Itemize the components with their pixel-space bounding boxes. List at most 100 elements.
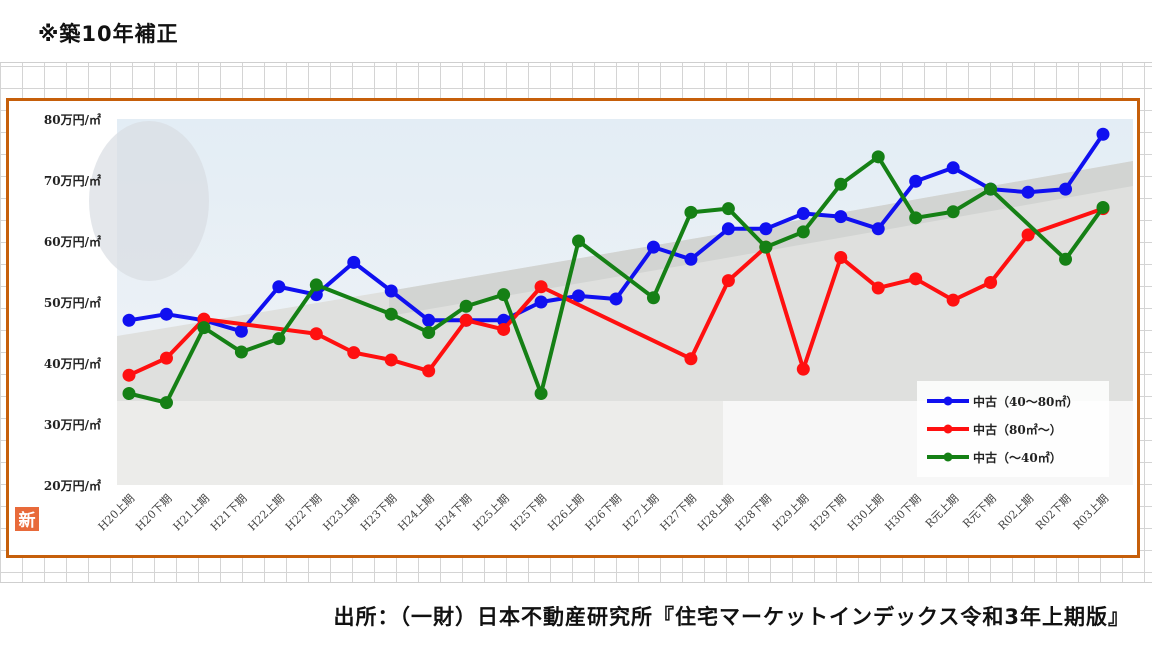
data-point	[347, 346, 361, 360]
footer-band: 出所：（一財）日本不動産研究所『住宅マーケットインデックス令和3年上期版』	[0, 582, 1152, 649]
data-point	[721, 202, 735, 216]
data-point	[684, 205, 698, 219]
data-point	[234, 324, 248, 338]
x-tick-label: H22下期	[283, 492, 324, 533]
legend-marker	[943, 452, 953, 462]
note-label: ※築10年補正	[38, 22, 179, 46]
x-tick-label: H29下期	[807, 492, 848, 533]
logo: 新	[15, 507, 39, 531]
legend-label: 中古（80㎡～）	[973, 422, 1062, 437]
data-point	[871, 150, 885, 164]
data-point	[422, 364, 436, 378]
x-tick-label: H22上期	[246, 492, 287, 533]
chart-frame: 20万円/㎡ 30万円/㎡ 40万円/㎡ 50万円/㎡ 60万円/㎡ 70万円/㎡ 80万円…	[6, 98, 1140, 558]
series-2	[122, 150, 1110, 410]
data-point	[272, 280, 286, 294]
data-point	[684, 252, 698, 266]
x-tick-label: H30上期	[845, 492, 886, 533]
y-tick-label: 60万円/㎡	[44, 234, 101, 249]
data-point	[796, 362, 810, 376]
data-point	[309, 278, 323, 292]
data-point	[1059, 252, 1073, 266]
x-tick-label: H30下期	[882, 492, 923, 533]
x-tick-label: H23上期	[320, 492, 361, 533]
x-tick-label: H26上期	[545, 492, 586, 533]
data-point	[422, 326, 436, 339]
data-point	[1021, 228, 1035, 242]
logo-text: 新	[19, 510, 36, 531]
x-axis: H20上期H20下期H21上期H21下期H22上期H22下期H23上期H23下期…	[96, 492, 1111, 533]
x-tick-label: H21上期	[171, 492, 212, 533]
data-point	[871, 281, 885, 295]
y-axis: 20万円/㎡ 30万円/㎡ 40万円/㎡ 50万円/㎡ 60万円/㎡ 70万円/㎡ 80万円…	[44, 112, 101, 493]
x-tick-label: H28上期	[695, 492, 736, 533]
data-point	[984, 275, 998, 289]
data-point	[122, 313, 136, 327]
y-tick-label: 50万円/㎡	[44, 295, 101, 310]
x-tick-label: H24下期	[433, 492, 474, 533]
data-point	[609, 292, 623, 306]
x-tick-label: H24上期	[395, 492, 436, 533]
data-point	[984, 182, 998, 196]
data-point	[1021, 185, 1035, 199]
x-tick-label: R元下期	[960, 492, 998, 530]
y-tick-label: 70万円/㎡	[44, 173, 101, 188]
data-point	[759, 222, 773, 236]
x-tick-label: H26下期	[583, 492, 624, 533]
data-point	[534, 387, 548, 400]
data-point	[721, 274, 735, 288]
data-point	[422, 313, 436, 327]
data-point	[159, 396, 173, 410]
data-point	[946, 293, 960, 307]
data-point	[834, 250, 848, 264]
legend: 中古（40～80㎡） 中古（80㎡～） 中古（～40㎡）	[917, 381, 1109, 477]
data-point	[684, 352, 698, 366]
x-tick-label: H25上期	[470, 492, 511, 533]
x-tick-label: H25下期	[508, 492, 549, 533]
legend-marker	[943, 424, 953, 434]
x-tick-label: H29上期	[770, 492, 811, 533]
y-tick-label: 80万円/㎡	[44, 112, 101, 127]
data-point	[122, 387, 136, 400]
y-tick-label: 40万円/㎡	[44, 356, 101, 371]
data-point	[534, 280, 548, 294]
data-point	[384, 284, 398, 298]
data-point	[646, 240, 660, 254]
legend-label: 中古（40～80㎡）	[973, 394, 1078, 409]
x-tick-label: H23下期	[358, 492, 399, 533]
data-point	[1059, 182, 1073, 196]
data-point	[272, 332, 286, 346]
x-tick-label: H20下期	[133, 492, 174, 533]
y-tick-label: 20万円/㎡	[44, 478, 101, 493]
series-1	[122, 202, 1110, 382]
data-point	[1096, 200, 1110, 214]
data-point	[909, 272, 923, 286]
data-point	[871, 222, 885, 236]
data-point	[309, 327, 323, 341]
x-tick-label: R02下期	[1033, 492, 1074, 533]
header-band: ※築10年補正	[0, 0, 1152, 63]
x-tick-label: H21下期	[208, 492, 249, 533]
x-tick-label: R02上期	[996, 492, 1037, 533]
data-point	[234, 345, 248, 359]
legend-label: 中古（～40㎡）	[973, 450, 1062, 465]
data-point	[497, 288, 511, 302]
data-point	[946, 205, 960, 219]
x-tick-label: R元上期	[923, 492, 961, 530]
data-point	[834, 177, 848, 191]
data-point	[497, 322, 511, 336]
data-point	[159, 307, 173, 321]
data-point	[909, 174, 923, 188]
data-point	[159, 351, 173, 365]
x-tick-label: R03上期	[1071, 492, 1112, 533]
data-point	[946, 161, 960, 175]
data-point	[347, 255, 361, 269]
data-point	[384, 353, 398, 367]
data-point	[646, 291, 660, 305]
source-text: 出所：（一財）日本不動産研究所『住宅マーケットインデックス令和3年上期版』	[333, 605, 1130, 629]
series-layer	[122, 127, 1110, 410]
data-point	[384, 307, 398, 321]
x-tick-label: H20上期	[96, 492, 137, 533]
data-point	[572, 289, 586, 303]
data-point	[834, 210, 848, 224]
